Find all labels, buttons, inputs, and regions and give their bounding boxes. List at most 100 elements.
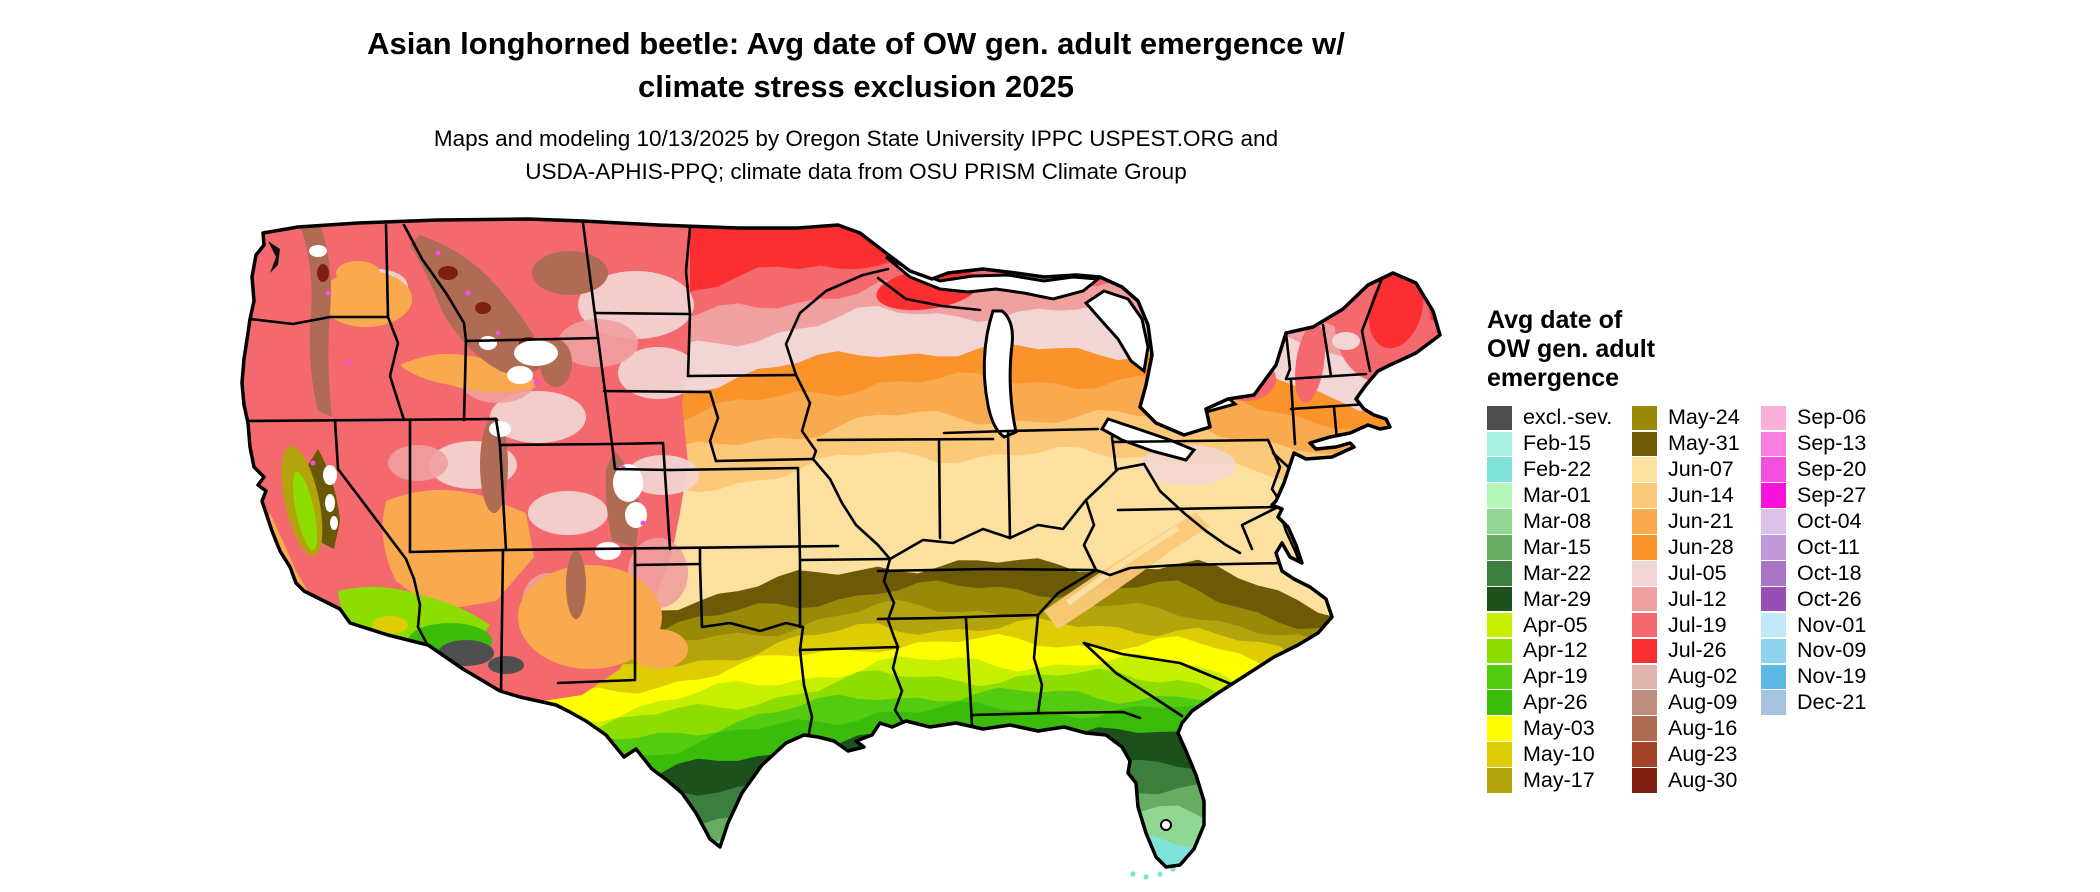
legend-swatch <box>1632 509 1657 534</box>
legend-entry: Oct-18 <box>1761 560 1866 586</box>
legend-entry: Feb-22 <box>1487 457 1612 483</box>
legend-label: May-10 <box>1523 742 1595 767</box>
legend-label: Aug-02 <box>1668 664 1738 689</box>
legend-swatch <box>1632 561 1657 586</box>
legend-swatch <box>1761 664 1786 690</box>
legend-label: Oct-11 <box>1797 534 1860 559</box>
legend-column-3: Sep-06 Sep-13 Sep-20 Sep-27 Oct-04 Oct-11 Oct-… <box>1761 405 1866 716</box>
legend-title-line1: Avg date of <box>1487 306 1623 334</box>
legend-swatch <box>1487 664 1512 690</box>
legend-entry: Sep-06 <box>1761 405 1866 431</box>
legend-swatch <box>1761 612 1786 638</box>
legend-entry: Sep-20 <box>1761 457 1866 483</box>
legend-label: May-24 <box>1668 405 1740 430</box>
legend-swatch <box>1632 742 1657 767</box>
legend-label: May-17 <box>1523 767 1595 792</box>
appalachian-ridge-line <box>1066 525 1180 606</box>
legend-entry: May-31 <box>1632 431 1740 457</box>
legend-swatch <box>1487 768 1512 793</box>
legend-swatch <box>1632 431 1657 457</box>
white-mtns-patch <box>1332 332 1360 350</box>
legend-label: Jun-21 <box>1668 509 1734 533</box>
central-valley-core <box>292 471 318 551</box>
legend-entry: Oct-26 <box>1761 586 1866 612</box>
lake-superior <box>885 255 1102 301</box>
band-Mar-22 <box>242 750 1440 867</box>
legend-swatch <box>1632 716 1657 741</box>
legend-label: May-31 <box>1668 431 1740 456</box>
legend-label: Nov-19 <box>1797 664 1867 689</box>
legend-entry: Sep-13 <box>1761 431 1866 457</box>
legend-swatch <box>1632 768 1657 793</box>
legend-entry: Nov-19 <box>1761 664 1866 690</box>
legend-entry: Mar-22 <box>1487 560 1612 586</box>
legend-swatch <box>1761 535 1786 560</box>
legend-swatch <box>1632 664 1657 690</box>
legend-entry: Jul-12 <box>1632 586 1740 612</box>
legend-entry: May-17 <box>1487 767 1612 793</box>
legend-entry: Apr-12 <box>1487 638 1612 664</box>
legend-swatch <box>1761 690 1786 715</box>
legend-entry: Oct-04 <box>1761 509 1866 535</box>
great-lakes <box>885 255 1239 462</box>
legend-label: Aug-30 <box>1668 767 1738 792</box>
legend-label: Sep-27 <box>1797 483 1867 508</box>
adirondacks-core <box>1228 365 1258 387</box>
appalachian-streak <box>1044 513 1210 629</box>
legend-label: Jun-14 <box>1668 483 1734 508</box>
legend-title-line2: OW gen. adult <box>1487 335 1656 363</box>
legend-swatch <box>1761 431 1786 457</box>
legend-swatch <box>1487 535 1512 560</box>
map-title: Asian longhorned beetle: Avg date of OW … <box>256 22 1456 108</box>
az-yellow-patch <box>372 616 408 634</box>
maine-red-core <box>1368 269 1424 349</box>
legend-label: Apr-26 <box>1523 690 1588 715</box>
legend-label: Apr-05 <box>1523 612 1588 637</box>
legend-swatch <box>1761 483 1786 508</box>
legend-entry: May-24 <box>1632 405 1740 431</box>
legend-label: Nov-01 <box>1797 612 1867 637</box>
band-Mar-15 <box>242 781 1440 867</box>
legend-column-2: May-24 May-31 Jun-07 Jun-14 Jun-21 Jun-28 Jul-… <box>1632 405 1740 793</box>
map-subtitle: Maps and modeling 10/13/2025 by Oregon S… <box>256 122 1456 188</box>
legend-entry: Apr-26 <box>1487 690 1612 716</box>
band-Feb-22 <box>242 829 1440 867</box>
lake-erie <box>1099 417 1197 462</box>
band-May-03 <box>242 634 1440 867</box>
legend-swatch <box>1632 612 1657 638</box>
legend-entry: Mar-15 <box>1487 534 1612 560</box>
legend-entry: Aug-02 <box>1632 664 1740 690</box>
legend-entry: excl.-sev. <box>1487 405 1612 431</box>
legend-entry: Mar-29 <box>1487 586 1612 612</box>
band-Feb-15 <box>242 850 1440 867</box>
legend-label: Oct-26 <box>1797 586 1862 611</box>
legend-entry: Feb-15 <box>1487 431 1612 457</box>
legend-swatch <box>1632 690 1657 715</box>
legend-label: Aug-16 <box>1668 716 1738 741</box>
legend-entry: Mar-01 <box>1487 483 1612 509</box>
legend-label: Oct-18 <box>1797 560 1862 585</box>
lake-huron <box>1083 289 1150 374</box>
us-map-svg <box>240 217 1442 880</box>
legend-label: Feb-15 <box>1523 431 1592 456</box>
legend-label: Dec-21 <box>1797 690 1867 715</box>
map-raster-layers <box>242 219 1440 867</box>
legend-swatch <box>1487 561 1512 586</box>
legend-entry: Apr-05 <box>1487 612 1612 638</box>
legend-entry: Jul-05 <box>1632 560 1740 586</box>
legend-label: Apr-12 <box>1523 638 1588 663</box>
legend-label: Jun-07 <box>1668 457 1734 482</box>
legend-label: Aug-09 <box>1668 690 1738 715</box>
legend-swatch <box>1487 431 1512 457</box>
legend-swatch <box>1761 457 1786 482</box>
north-mn-red <box>804 237 896 269</box>
legend-swatch <box>1761 586 1786 612</box>
us-emergence-map <box>238 213 1450 892</box>
legend-entry: Aug-23 <box>1632 742 1740 768</box>
legend-entry: Apr-19 <box>1487 664 1612 690</box>
legend-entry: Jun-14 <box>1632 483 1740 509</box>
legend: Avg date of OW gen. adult emergence excl… <box>1487 306 2047 793</box>
map-title-line1: Asian longhorned beetle: Avg date of OW … <box>367 26 1345 61</box>
band-Apr-26 <box>242 701 1440 867</box>
legend-label: Nov-09 <box>1797 638 1867 663</box>
